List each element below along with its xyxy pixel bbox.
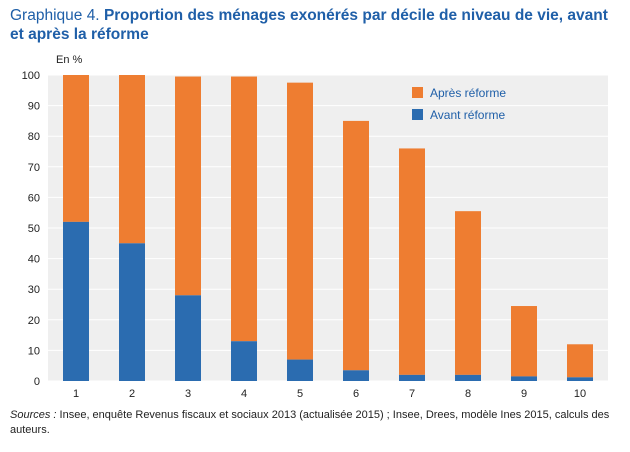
y-tick-label: 80 [28,131,40,143]
x-tick-label: 10 [574,388,586,400]
x-axis-ticks: 1 2 3 4 5 6 7 8 9 10 [73,388,586,400]
bar-apres-reforme [343,120,369,371]
y-tick-label: 40 [28,254,40,266]
y-tick-label: 10 [28,345,40,357]
legend: Après réforme Avant réforme [412,86,506,122]
x-tick-label: 4 [241,388,247,400]
bar-apres-reforme [399,148,425,375]
x-tick-label: 7 [409,388,415,400]
bar-apres-reforme [455,211,481,375]
y-tick-label: 20 [28,315,40,327]
bar-avant-reforme [119,243,145,381]
chart-title-main: Proportion des ménages exonérés par déci… [10,7,608,43]
bar-apres-reforme [511,306,537,377]
bar-avant-reforme [231,341,257,381]
bar-avant-reforme [455,374,481,381]
legend-swatch [412,109,423,120]
x-tick-label: 3 [185,388,191,400]
bar-apres-reforme [119,75,145,244]
legend-label: Après réforme [430,86,506,100]
bar-avant-reforme [511,376,537,381]
bar-avant-reforme [175,295,201,381]
sources-label: Sources : [10,409,57,421]
x-tick-label: 6 [353,388,359,400]
x-tick-label: 8 [465,388,471,400]
y-tick-label: 30 [28,284,40,296]
y-tick-label: 70 [28,162,40,174]
y-tick-label: 100 [22,70,40,82]
y-axis-ticks: 0 10 20 30 40 50 60 70 80 90 100 [22,70,40,388]
bar-avant-reforme [567,377,593,381]
bar-apres-reforme [231,76,257,342]
bar-avant-reforme [343,370,369,381]
y-tick-label: 60 [28,192,40,204]
y-tick-label: 50 [28,223,40,235]
y-axis-unit-label: En % [56,54,83,66]
chart-area: 0 10 20 30 40 50 60 70 80 90 100 1 2 3 4 5 6 7 8 9 10 En % … [0,46,630,406]
legend-swatch [412,87,423,98]
sources-text: Insee, enquête Revenus fiscaux et sociau… [10,409,610,436]
sources-note: Sources : Insee, enquête Revenus fiscaux… [10,408,622,438]
x-tick-label: 2 [129,388,135,400]
bar-avant-reforme [399,374,425,381]
y-tick-label: 90 [28,101,40,113]
bar-apres-reforme [567,344,593,378]
bar-avant-reforme [63,221,89,381]
bar-apres-reforme [287,82,313,360]
x-tick-label: 9 [521,388,527,400]
legend-label: Avant réforme [430,108,505,122]
x-tick-label: 5 [297,388,303,400]
chart-title-prefix: Graphique 4. [10,7,100,24]
x-tick-label: 1 [73,388,79,400]
bar-avant-reforme [287,359,313,381]
bar-apres-reforme [175,76,201,296]
bar-apres-reforme [63,75,89,222]
chart-title: Graphique 4. Proportion des ménages exon… [10,6,622,44]
bars [63,75,593,381]
y-tick-label: 0 [34,376,40,388]
